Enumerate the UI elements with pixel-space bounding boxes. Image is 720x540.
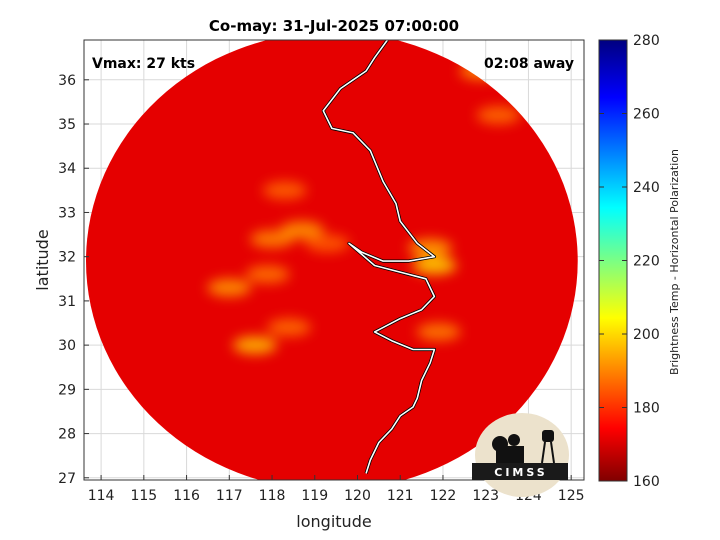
- x-tick-label: 116: [173, 488, 200, 504]
- y-tick-label: 32: [58, 250, 76, 266]
- cold-feature: [416, 322, 461, 341]
- time-away-annotation: 02:08 away: [484, 56, 574, 72]
- cold-feature: [262, 181, 307, 200]
- y-tick-label: 27: [58, 471, 76, 487]
- y-axis-ticks: 27 28 29 30 31 32 33 34 35 36: [58, 73, 89, 487]
- vmax-annotation: Vmax: 27 kts: [92, 56, 195, 72]
- y-tick-label: 36: [58, 73, 76, 89]
- cold-feature: [476, 106, 521, 125]
- y-tick-label: 35: [58, 117, 76, 133]
- cold-feature: [207, 278, 252, 297]
- y-tick-label: 30: [58, 338, 76, 354]
- colorbar-tick-label: 180: [633, 401, 660, 417]
- cold-feature: [245, 265, 290, 284]
- x-tick-label: 118: [259, 488, 286, 504]
- logo-text: CIMSS: [494, 466, 547, 479]
- chart-title: Co-may: 31-Jul-2025 07:00:00: [209, 17, 459, 35]
- y-tick-label: 28: [58, 427, 76, 443]
- x-tick-label: 125: [558, 488, 585, 504]
- x-tick-label: 120: [344, 488, 371, 504]
- y-tick-label: 34: [58, 161, 76, 177]
- x-tick-label: 117: [216, 488, 243, 504]
- cold-features: [207, 61, 521, 355]
- y-axis-label: latitude: [33, 229, 52, 290]
- x-tick-label: 122: [430, 488, 457, 504]
- colorbar-tick-label: 280: [633, 33, 660, 49]
- x-tick-label: 121: [387, 488, 414, 504]
- x-tick-label: 123: [472, 488, 499, 504]
- colorbar-tick-label: 200: [633, 327, 660, 343]
- cimss-logo: CIMSS: [472, 413, 569, 497]
- colorbar-tick-label: 160: [633, 474, 660, 490]
- x-axis-label: longitude: [296, 512, 371, 531]
- microwave-swath: [86, 40, 578, 480]
- colorbar-ticks: 160 180 200 220 240 260 280: [599, 33, 660, 490]
- cold-feature: [305, 234, 350, 253]
- axes-box: [83, 39, 585, 481]
- x-tick-label: 114: [88, 488, 115, 504]
- x-tick-label: 119: [301, 488, 328, 504]
- cold-feature: [232, 336, 277, 355]
- y-tick-label: 29: [58, 382, 76, 398]
- colorbar-tick-label: 240: [633, 180, 660, 196]
- x-axis-ticks: 114115116117118119120121122123124125: [88, 475, 585, 504]
- y-tick-label: 31: [58, 294, 76, 310]
- y-tick-label: 33: [58, 205, 76, 221]
- x-tick-label: 115: [130, 488, 157, 504]
- coastline-highlight: [322, 40, 436, 474]
- cold-feature: [279, 221, 324, 240]
- cold-feature: [267, 318, 312, 337]
- cold-feature: [412, 256, 457, 275]
- colorbar-tick-label: 260: [633, 107, 660, 123]
- water-tower-icon: [542, 430, 554, 442]
- colorbar-label: Brightness Temp - Horizontal Polarizatio…: [668, 149, 681, 375]
- colorbar-tick-label: 220: [633, 254, 660, 270]
